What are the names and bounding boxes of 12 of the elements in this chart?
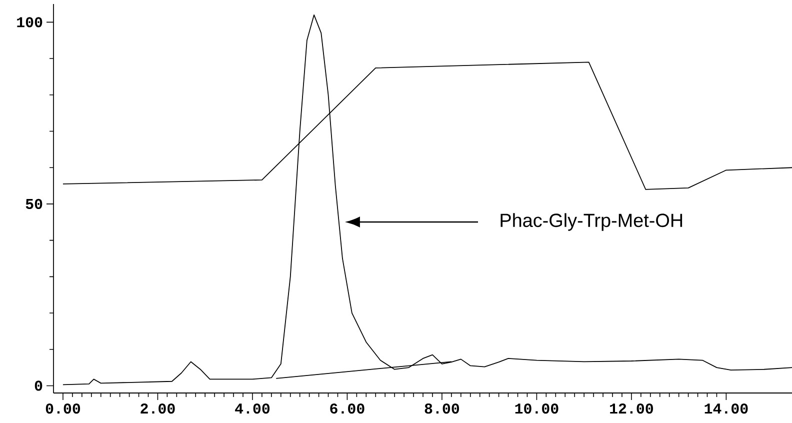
x-tick-label: 14.00 (704, 403, 748, 414)
y-tick-label: 100 (17, 17, 42, 28)
x-tick-label: 10.00 (515, 403, 558, 414)
x-tick-label: 6.00 (330, 403, 364, 414)
x-tick-label: 8.00 (424, 403, 460, 414)
x-tick-label: 12.00 (610, 403, 653, 414)
x-tick-label: 4.00 (235, 403, 270, 414)
annotation: Phac-Gly-Trp-Met-OH (500, 213, 682, 231)
x-tick-label: 0.00 (46, 403, 80, 414)
y-tick-label: 50 (26, 198, 42, 210)
y-tick-label: 0 (34, 380, 42, 391)
x-tick-label: 2.00 (140, 403, 175, 414)
